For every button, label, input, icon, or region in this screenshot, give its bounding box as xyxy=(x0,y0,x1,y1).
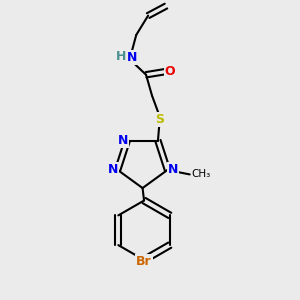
Text: N: N xyxy=(127,51,137,64)
Text: O: O xyxy=(164,65,175,78)
Text: CH₃: CH₃ xyxy=(191,169,211,179)
Text: S: S xyxy=(155,113,164,126)
Text: N: N xyxy=(168,164,178,176)
Text: N: N xyxy=(108,164,119,176)
Text: Br: Br xyxy=(136,255,152,268)
Text: N: N xyxy=(118,134,128,147)
Text: H: H xyxy=(116,50,127,63)
